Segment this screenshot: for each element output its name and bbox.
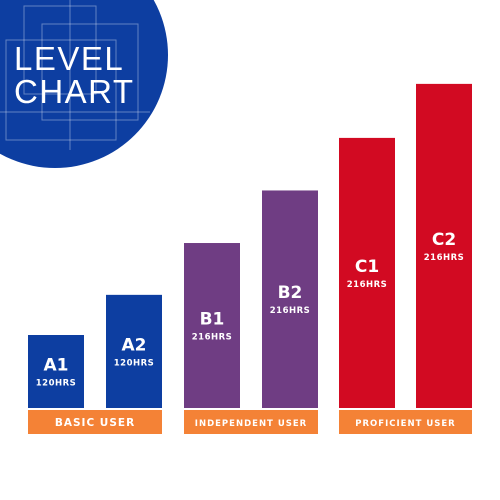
chart-title-line-2: CHART (14, 73, 135, 110)
bar-level-label: C2 (432, 230, 456, 250)
bar-hours-label: 120HRS (36, 379, 77, 389)
bar-level-label: B1 (200, 310, 225, 330)
bar-level-label: A2 (122, 335, 147, 355)
badge-line-box (41, 23, 139, 121)
bar-b2 (262, 190, 318, 408)
bar-level-label: C1 (355, 257, 379, 277)
group-strip (339, 410, 472, 434)
bar-level-label: A1 (44, 356, 69, 376)
group-label: BASIC USER (55, 417, 135, 429)
group-strip (184, 410, 318, 434)
bar-hours-label: 216HRS (347, 280, 388, 290)
bar-hours-label: 120HRS (114, 358, 155, 368)
badge-line-box (5, 39, 117, 141)
badge-line-box (23, 5, 97, 95)
bar-hours-label: 216HRS (424, 253, 465, 263)
group-labels: BASIC USER INDEPENDENT USER PROFICIENT USE… (28, 410, 472, 434)
bar-hours-label: 216HRS (192, 333, 233, 343)
chart-title-line-1: LEVEL (14, 40, 124, 77)
bar-level-label: B2 (278, 283, 303, 303)
bars: A1 120HRS A2 120HRS B1 216HRS B2 216HRS C1 216HRS… (28, 83, 472, 408)
bar-a1 (28, 335, 84, 408)
badge-circle (0, 0, 168, 168)
bar-c2 (416, 83, 472, 408)
bar-a2 (106, 294, 162, 408)
bar-hours-label: 216HRS (270, 306, 311, 316)
group-strip (28, 410, 162, 434)
bar-b1 (184, 243, 240, 408)
badge-grid-lines (0, 0, 150, 150)
title-badge: LEVEL CHART (0, 0, 168, 168)
bar-c1 (339, 137, 395, 408)
group-label: INDEPENDENT USER (195, 419, 307, 429)
group-label: PROFICIENT USER (355, 419, 455, 429)
